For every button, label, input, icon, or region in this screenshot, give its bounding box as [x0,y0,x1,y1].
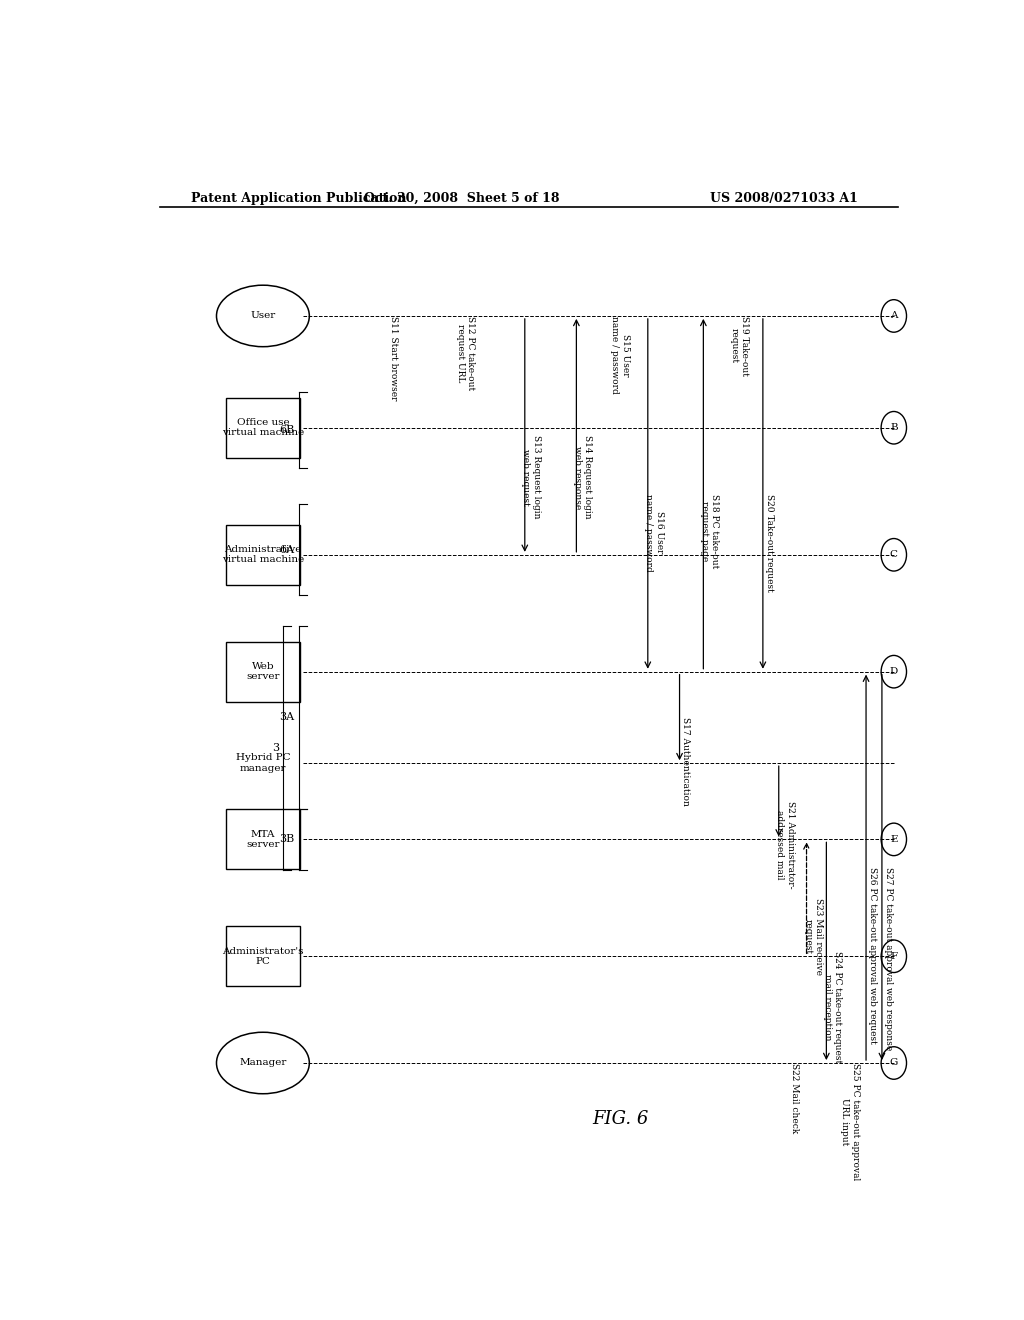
Text: S11 Start browser: S11 Start browser [389,315,398,400]
Text: S12 PC take-out
request URL: S12 PC take-out request URL [456,315,475,391]
Text: B: B [890,424,898,432]
Text: Patent Application Publication: Patent Application Publication [191,191,407,205]
Text: 6A: 6A [280,545,295,554]
Text: S26 PC take-out approval web request: S26 PC take-out approval web request [868,867,877,1044]
Text: S17 Authentication: S17 Authentication [681,718,690,807]
Text: S15 User
name / password: S15 User name / password [610,315,630,393]
Text: FIG. 6: FIG. 6 [592,1110,648,1127]
Text: S18 PC take-out
request page: S18 PC take-out request page [700,494,720,568]
Text: S16 User
name / password: S16 User name / password [644,494,664,572]
Text: S25 PC take-out approval
URL input: S25 PC take-out approval URL input [841,1063,860,1180]
Text: 3A: 3A [280,713,295,722]
Text: Hybrid PC
manager: Hybrid PC manager [236,754,290,772]
Text: Administrator's
PC: Administrator's PC [222,946,304,966]
Text: S27 PC take-out approval web response: S27 PC take-out approval web response [884,867,893,1051]
Text: E: E [890,834,898,843]
Text: 6B: 6B [280,425,295,436]
Text: 3: 3 [271,743,279,752]
Text: S13 Request login
web request: S13 Request login web request [521,436,541,519]
Text: S23 Mail receive
request: S23 Mail receive request [803,898,822,975]
Text: Web
server: Web server [246,663,280,681]
Text: Manager: Manager [240,1059,287,1068]
Text: MTA
server: MTA server [246,830,280,849]
Text: S14 Request login
web response: S14 Request login web response [573,436,593,519]
Text: G: G [890,1059,898,1068]
Text: D: D [890,667,898,676]
Text: S19 Take-out
request: S19 Take-out request [729,315,749,376]
Text: S22 Mail check: S22 Mail check [791,1063,799,1134]
Text: S24 PC take-out request
mail reception: S24 PC take-out request mail reception [823,952,843,1064]
Text: US 2008/0271033 A1: US 2008/0271033 A1 [711,191,858,205]
Text: F: F [890,952,897,961]
Text: C: C [890,550,898,560]
Text: Oct. 30, 2008  Sheet 5 of 18: Oct. 30, 2008 Sheet 5 of 18 [364,191,559,205]
Text: Administrative
virtual machine: Administrative virtual machine [222,545,304,565]
Text: S20 Take-out request: S20 Take-out request [765,494,774,591]
Text: A: A [890,312,898,321]
Text: Office use
virtual machine: Office use virtual machine [222,418,304,437]
Text: S21 Administrator-
addressed mail: S21 Administrator- addressed mail [775,801,795,888]
Text: User: User [250,312,275,321]
Text: 3B: 3B [280,834,295,845]
